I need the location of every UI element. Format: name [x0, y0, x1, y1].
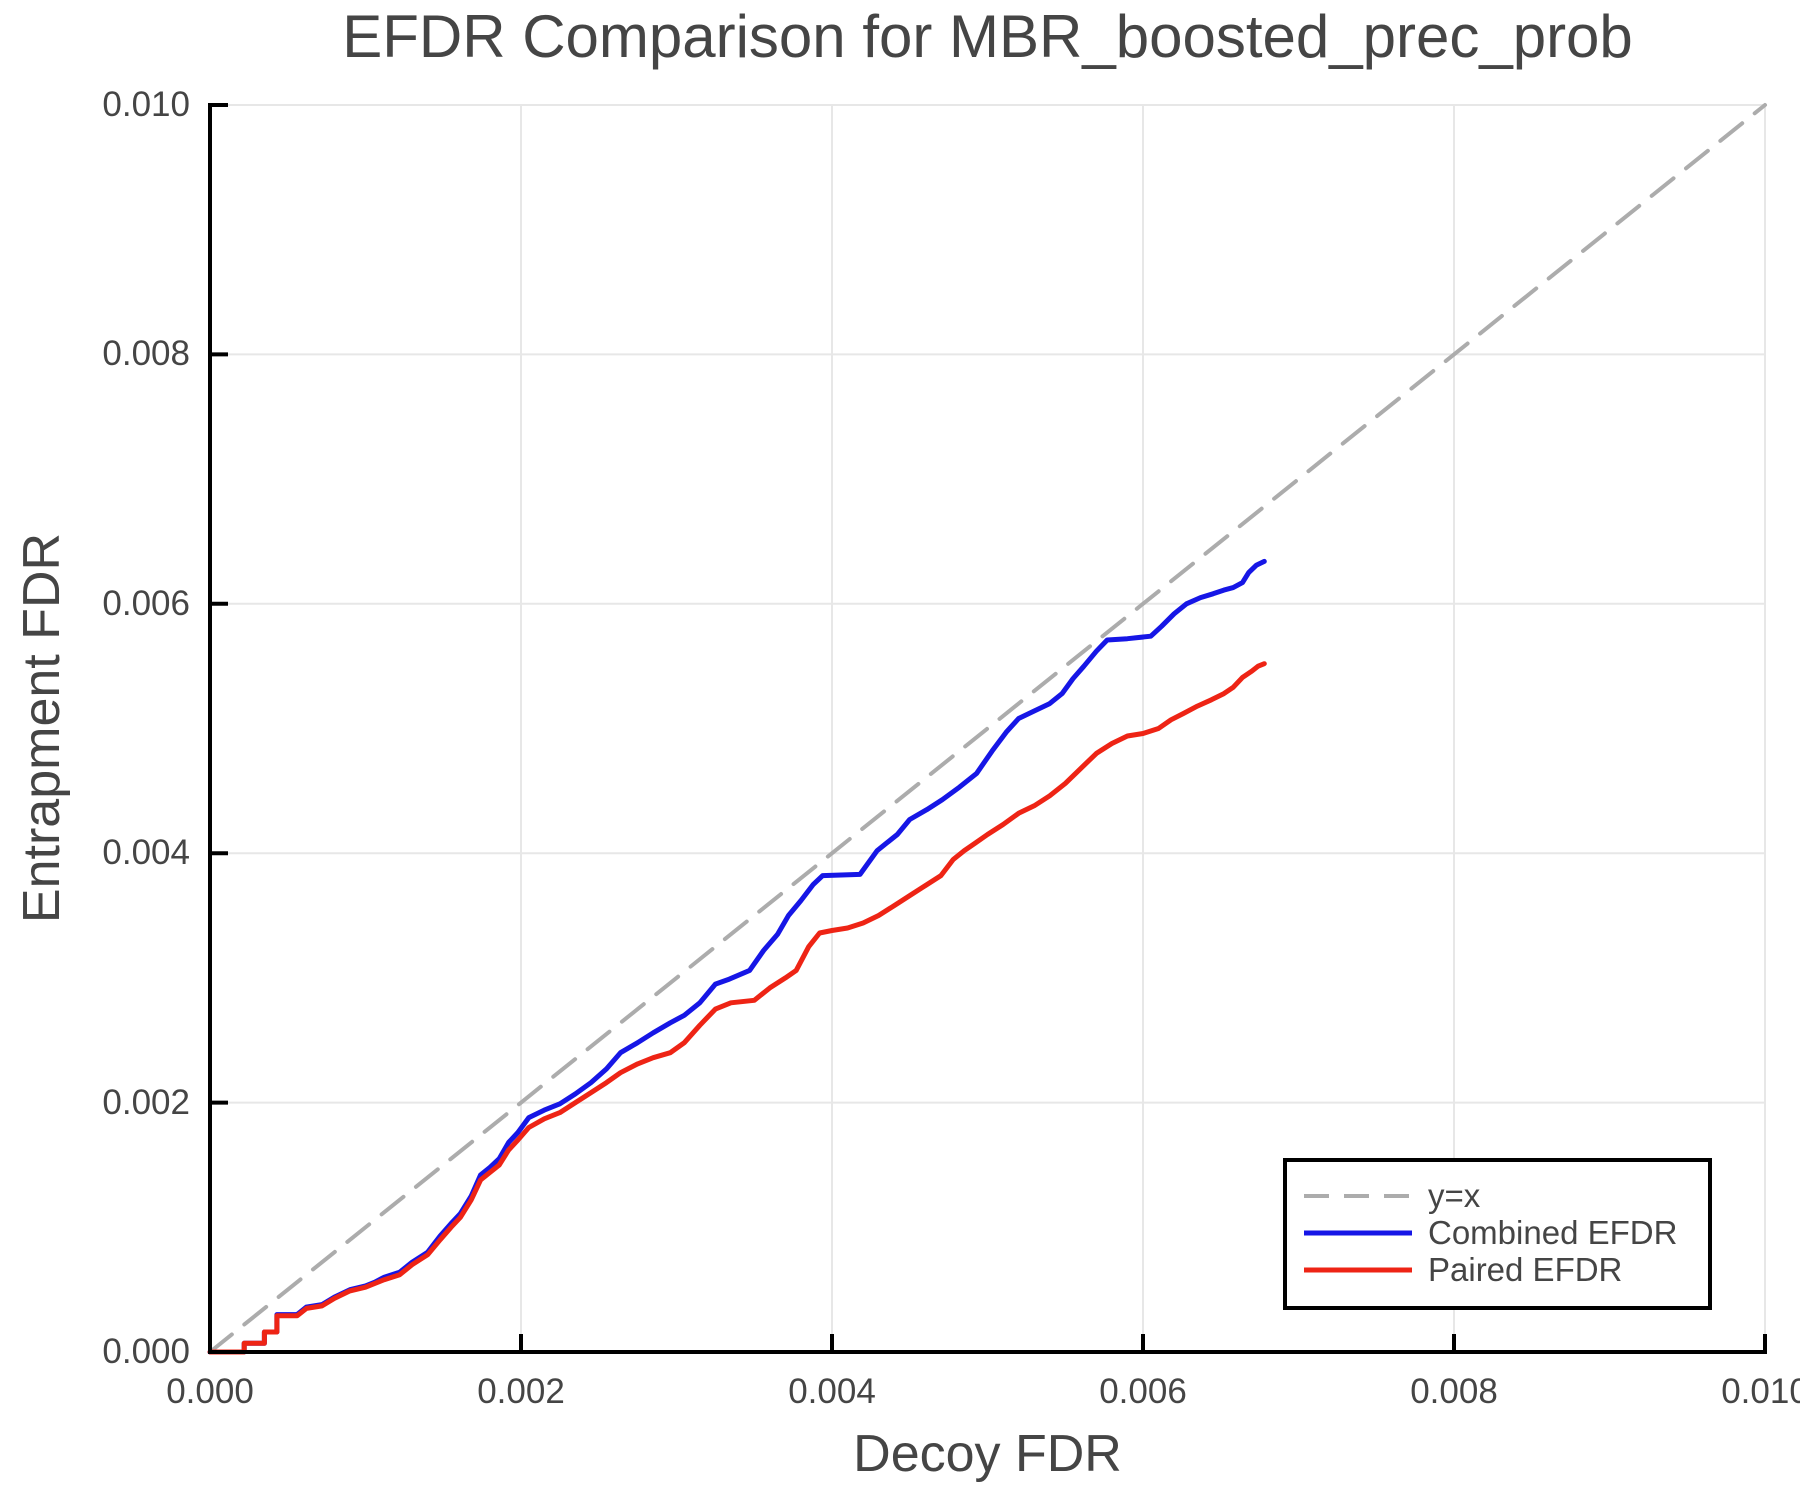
legend-label: Combined EFDR	[1428, 1214, 1678, 1251]
y-tick-label: 0.004	[102, 833, 190, 873]
y-tick-label: 0.002	[102, 1082, 190, 1122]
y-tick-label: 0.006	[102, 583, 190, 623]
red-line-swatch	[1304, 1267, 1412, 1272]
series-line-paired-efdr	[207, 661, 1267, 1355]
y-tick-label: 0.000	[102, 1332, 190, 1371]
chart-title: EFDR Comparison for MBR_boosted_prec_pro…	[342, 3, 1633, 70]
y-tick-label: 0.008	[102, 334, 190, 374]
legend-item-paired-efdr: Paired EFDR	[1304, 1251, 1708, 1288]
legend: y=x Combined EFDR Paired EFDR	[1283, 1158, 1712, 1310]
x-tick-label: 0.008	[1410, 1372, 1498, 1411]
dashed-line-swatch	[1304, 1193, 1412, 1198]
y-axis-tick-labels: 0.000 0.002 0.004 0.006 0.008 0.010	[0, 85, 190, 1371]
legend-item-yx: y=x	[1304, 1177, 1708, 1214]
x-axis-tick-labels: 0.000 0.002 0.004 0.006 0.008 0.010	[166, 1372, 1800, 1416]
blue-line-swatch	[1304, 1230, 1412, 1235]
series-line-y-x	[208, 103, 1767, 1354]
x-tick-label: 0.006	[1099, 1372, 1187, 1411]
y-tick-label: 0.010	[102, 85, 190, 124]
x-tick-label: 0.004	[788, 1372, 876, 1411]
legend-label: y=x	[1428, 1177, 1481, 1214]
series-line-combined-efdr	[207, 558, 1267, 1355]
x-axis-label: Decoy FDR	[853, 1425, 1122, 1483]
x-tick-label: 0.010	[1721, 1372, 1800, 1411]
x-tick-label: 0.000	[166, 1372, 254, 1411]
x-tick-label: 0.002	[477, 1372, 565, 1411]
legend-item-combined-efdr: Combined EFDR	[1304, 1214, 1708, 1251]
legend-label: Paired EFDR	[1428, 1251, 1623, 1288]
